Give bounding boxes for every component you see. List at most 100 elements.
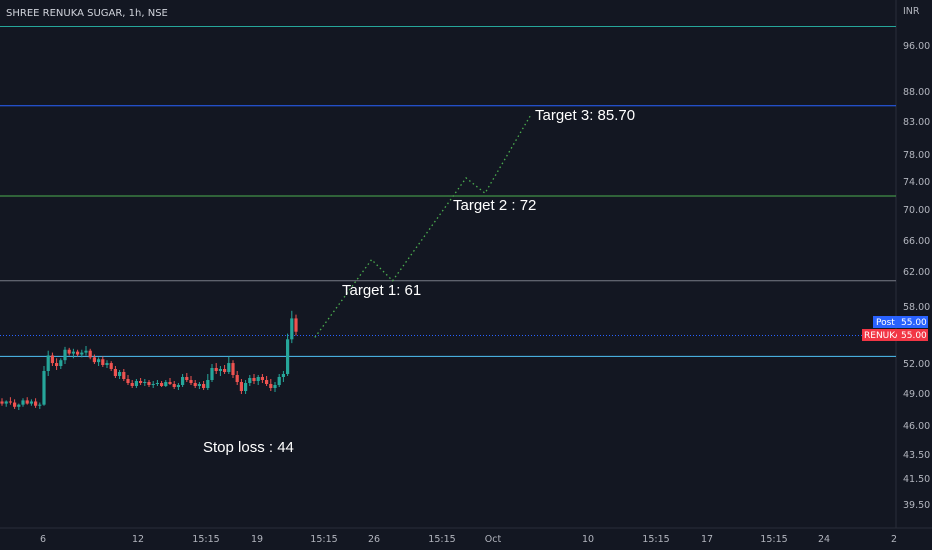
candle (126, 375, 130, 385)
candle (13, 399, 17, 409)
target-2-label: Target 2 : 72 (453, 197, 536, 214)
y-tick-label: 74.00 (903, 177, 930, 188)
candle (260, 374, 264, 383)
candle (206, 374, 210, 390)
x-tick-label: 15:15 (192, 534, 219, 545)
y-tick-label: 78.00 (903, 150, 930, 161)
candle (92, 354, 96, 364)
x-tick-label: 10 (582, 534, 594, 545)
y-tick-label: 39.50 (903, 500, 930, 511)
x-tick-label: 15:15 (642, 534, 669, 545)
candle (8, 397, 12, 405)
candle (109, 361, 113, 371)
candle (67, 347, 71, 356)
projection-line (314, 113, 532, 338)
y-tick-label: 49.00 (903, 389, 930, 400)
candle (38, 402, 42, 409)
candle (290, 310, 294, 344)
y-tick-label: 46.00 (903, 421, 930, 432)
candle (4, 400, 8, 407)
x-tick-label: 12 (132, 534, 144, 545)
projection-path (314, 113, 532, 338)
x-tick-label: 2 (891, 534, 897, 545)
candle (0, 398, 4, 406)
candle (55, 358, 59, 370)
y-axis-ticks: 96.00 88.00 83.00 78.00 74.00 70.00 66.00 62.00… (903, 41, 930, 511)
candle (248, 375, 252, 386)
candle (181, 374, 185, 387)
y-tick-label: 41.50 (903, 474, 930, 485)
candle (105, 360, 109, 368)
chart-title: SHREE RENUKA SUGAR, 1h, NSE (6, 8, 168, 19)
x-axis-ticks: 6 12 15:15 19 15:15 26 15:15 Oct 10 15:15 17 15:15 2… (40, 534, 897, 545)
candle (143, 379, 147, 386)
candle (265, 376, 269, 386)
candle (84, 345, 88, 356)
x-tick-label: 6 (40, 534, 46, 545)
y-tick-label: 88.00 (903, 87, 930, 98)
candle (122, 369, 126, 381)
candle (185, 373, 189, 382)
candle (239, 379, 243, 394)
candle (189, 376, 193, 385)
candle (101, 356, 105, 367)
candle (277, 374, 281, 387)
candle (50, 352, 54, 366)
candle (235, 371, 239, 385)
candle (168, 378, 172, 385)
svg-text:55.00: 55.00 (901, 318, 927, 328)
candle (223, 365, 227, 374)
y-tick-label: 52.00 (903, 359, 930, 370)
candle (59, 358, 63, 369)
candle (172, 381, 176, 389)
y-tick-label: 58.00 (903, 302, 930, 313)
candle (29, 399, 33, 406)
candle (71, 348, 75, 359)
candle (218, 366, 222, 376)
x-tick-label: 15:15 (760, 534, 787, 545)
candle (244, 380, 248, 394)
candle (227, 356, 231, 374)
candle (97, 357, 101, 366)
svg-text:55.00: 55.00 (901, 331, 927, 341)
x-tick-label: 17 (701, 534, 713, 545)
candle (76, 349, 80, 357)
renuka-badge: RENUKA 55.00 (862, 329, 928, 341)
candle (197, 382, 201, 389)
candle (42, 366, 46, 406)
x-tick-label: 26 (368, 534, 380, 545)
candle (281, 371, 285, 382)
candles (0, 310, 298, 410)
candle (210, 364, 214, 382)
currency-label: INR (903, 6, 920, 17)
candle (164, 380, 168, 387)
y-tick-label: 96.00 (903, 41, 930, 52)
post-badge: Post 55.00 (873, 316, 928, 328)
y-tick-label: 70.00 (903, 205, 930, 216)
x-tick-label: 19 (251, 534, 263, 545)
candle (273, 382, 277, 392)
candle (214, 363, 218, 374)
candle (25, 397, 29, 405)
candle (252, 374, 256, 384)
level-lines (0, 25, 896, 357)
y-tick-label: 62.00 (903, 267, 930, 278)
svg-text:Post: Post (876, 318, 895, 328)
candle (256, 375, 260, 385)
candle (286, 333, 290, 376)
candle (147, 380, 151, 387)
candle (160, 381, 164, 387)
candle (130, 380, 134, 388)
candle (269, 379, 273, 391)
stop-loss-label: Stop loss : 44 (203, 439, 294, 456)
candle (231, 360, 235, 378)
candle (202, 381, 206, 390)
candle (34, 398, 38, 408)
candle (21, 398, 25, 407)
candle (151, 381, 155, 388)
candle (80, 349, 84, 358)
candle (139, 378, 143, 385)
y-tick-label: 66.00 (903, 236, 930, 247)
